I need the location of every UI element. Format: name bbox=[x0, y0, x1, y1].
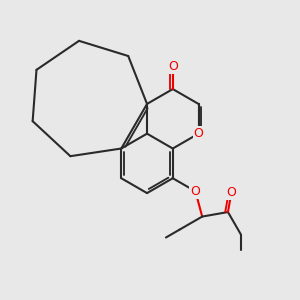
Text: O: O bbox=[194, 127, 203, 140]
Text: O: O bbox=[226, 186, 236, 199]
Text: O: O bbox=[190, 185, 200, 198]
Text: O: O bbox=[168, 60, 178, 73]
